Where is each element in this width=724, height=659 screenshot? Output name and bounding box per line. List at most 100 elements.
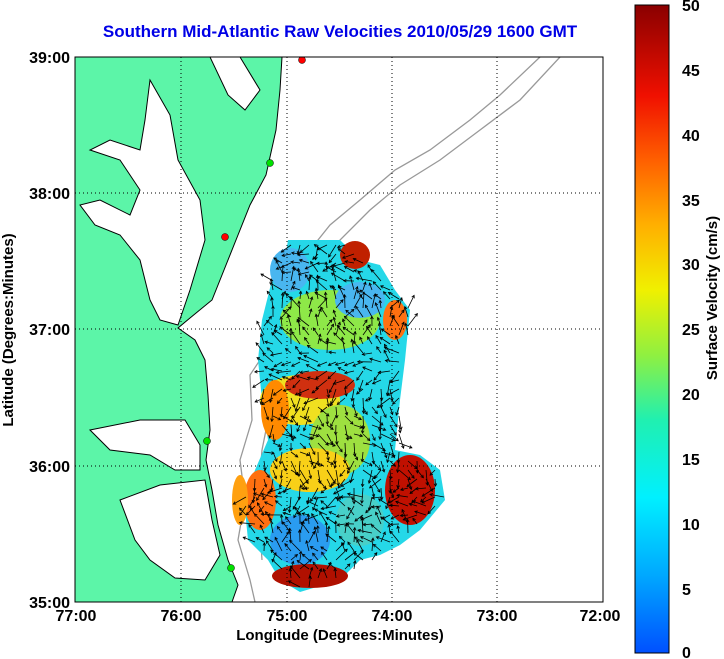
velocity-arrowhead	[279, 326, 284, 330]
velocity-arrowhead	[339, 473, 343, 477]
velocity-arrow	[331, 478, 337, 487]
velocity-arrowhead	[351, 404, 356, 409]
velocity-arrow	[312, 561, 319, 570]
velocity-arrow	[400, 487, 409, 491]
velocity-arrow	[363, 523, 373, 526]
velocity-arrowhead	[281, 253, 286, 257]
velocity-arrow	[362, 442, 377, 446]
velocity-arrowhead	[278, 461, 283, 465]
velocity-arrowhead	[315, 434, 320, 438]
velocity-arrow	[371, 487, 375, 497]
velocity-arrow	[298, 460, 301, 477]
velocity-arrow	[412, 518, 418, 525]
velocity-arrowhead	[248, 504, 252, 509]
velocity-arrow	[299, 259, 310, 264]
velocity-arrowhead	[253, 369, 258, 374]
velocity-arrow	[389, 415, 398, 428]
velocity-arrow	[268, 373, 283, 381]
velocity-arrowhead	[298, 550, 303, 555]
velocity-arrow	[335, 406, 338, 418]
velocity-arrow	[326, 319, 333, 327]
x-axis: 77:00 76:00 75:00 74:00 73:00 72:00 Long…	[56, 608, 621, 644]
velocity-arrow	[317, 244, 328, 250]
velocity-arrowhead	[337, 485, 341, 489]
pamlico-sound	[119, 479, 221, 581]
velocity-arrowhead	[271, 451, 275, 455]
colorbar-tick-label: 10	[682, 517, 700, 534]
velocity-arrowhead	[308, 418, 312, 423]
velocity-arrowhead	[368, 462, 373, 466]
velocity-arrow	[310, 487, 319, 502]
velocity-arrow	[263, 469, 270, 478]
velocity-arrowhead	[331, 264, 336, 268]
velocity-arrow	[308, 424, 322, 430]
velocity-arrowhead	[303, 354, 307, 359]
velocity-arrow	[328, 511, 337, 516]
velocity-arrowhead	[272, 392, 277, 396]
velocity-arrow	[320, 500, 328, 507]
velocity-arrow	[344, 442, 347, 457]
velocity-arrow	[356, 277, 373, 282]
velocity-arrowhead	[350, 397, 355, 402]
velocity-arrow	[421, 487, 436, 497]
velocity-arrow	[289, 496, 292, 513]
velocity-arrow	[342, 326, 355, 336]
velocity-arrowhead	[382, 447, 387, 452]
velocity-arrowhead	[377, 322, 382, 326]
velocity-arrow	[376, 536, 391, 543]
velocity-arrowhead	[386, 392, 391, 396]
velocity-arrowhead	[382, 427, 387, 431]
velocity-arrow	[421, 496, 436, 504]
velocity-arrowhead	[353, 536, 358, 540]
velocity-arrowhead	[332, 491, 337, 495]
velocity-arrow	[239, 507, 247, 516]
velocity-arrow	[317, 308, 322, 318]
velocity-arrowhead	[310, 461, 314, 466]
velocity-arrowhead	[260, 333, 264, 337]
velocity-arrowhead	[401, 309, 405, 314]
velocity-arrow	[347, 507, 355, 516]
x-tick-label: 75:00	[267, 608, 308, 625]
velocity-arrowhead	[408, 445, 413, 449]
velocity-arrowhead	[298, 258, 303, 263]
velocity-arrow	[326, 323, 334, 336]
velocity-arrow	[298, 271, 310, 275]
velocity-arrowhead	[411, 475, 415, 479]
velocity-arrowhead	[340, 336, 345, 341]
velocity-arrowhead	[385, 505, 389, 510]
y-tick-label: 35:00	[29, 595, 70, 612]
velocity-arrowhead	[347, 506, 352, 511]
velocity-arrow	[300, 244, 310, 253]
velocity-arrow	[308, 531, 315, 543]
velocity-arrow	[362, 469, 376, 480]
velocity-arrowhead	[345, 522, 349, 527]
velocity-arrow	[344, 424, 349, 441]
velocity-arrowhead	[319, 463, 324, 467]
velocity-arrow	[308, 433, 319, 437]
velocity-arrow	[314, 244, 328, 255]
velocity-arrowhead	[411, 294, 415, 299]
velocity-arrow	[391, 315, 400, 327]
velocity-arrow	[327, 370, 337, 380]
velocity-arrow	[339, 536, 346, 543]
velocity-arrow	[337, 478, 346, 489]
velocity-arrow	[320, 487, 328, 494]
velocity-arrowhead	[336, 401, 341, 406]
velocity-arrow	[383, 291, 391, 300]
velocity-arrowhead	[254, 399, 259, 403]
velocity-arrow	[386, 379, 391, 396]
velocity-arrow	[353, 550, 364, 561]
velocity-arrowhead	[308, 436, 313, 440]
velocity-arrow	[271, 406, 274, 422]
velocity-arrow	[311, 388, 319, 394]
velocity-arrowhead	[266, 474, 270, 479]
velocity-arrow	[353, 451, 358, 461]
velocity-arrowhead	[328, 389, 333, 394]
velocity-arrow	[315, 379, 328, 390]
velocity-arrowhead	[271, 558, 275, 563]
velocity-arrow	[389, 433, 399, 442]
velocity-arrowhead	[287, 306, 292, 310]
velocity-arrow	[248, 496, 256, 508]
velocity-arrowhead	[297, 272, 302, 276]
velocity-arrowhead	[387, 523, 392, 528]
